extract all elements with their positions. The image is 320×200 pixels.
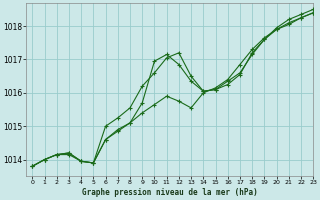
- X-axis label: Graphe pression niveau de la mer (hPa): Graphe pression niveau de la mer (hPa): [82, 188, 258, 197]
